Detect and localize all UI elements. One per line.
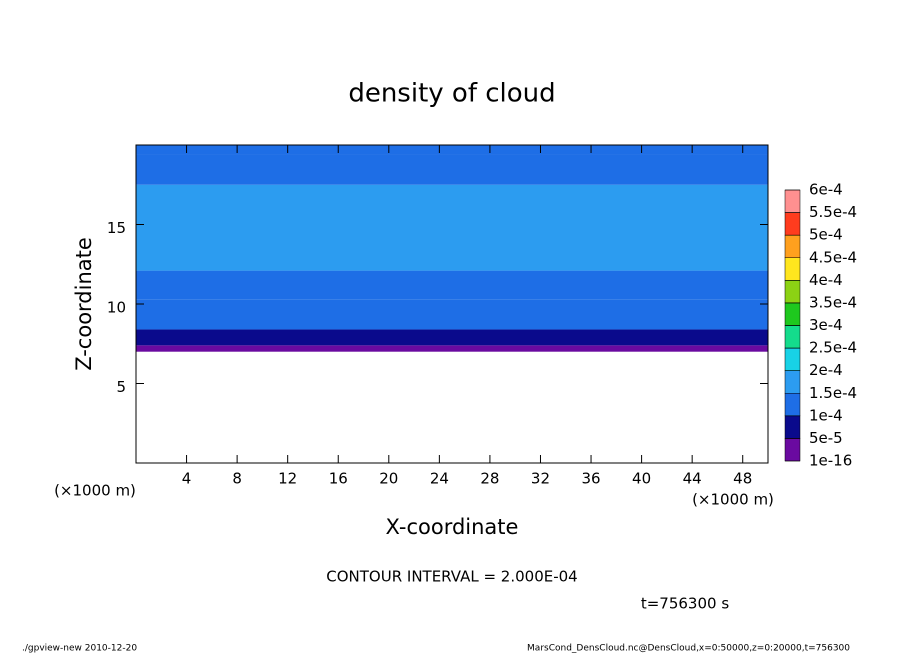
contour-interval: CONTOUR INTERVAL = 2.000E-04 <box>326 568 577 586</box>
x-tick-label: 8 <box>232 470 242 488</box>
colorbar-box <box>784 370 801 394</box>
colorbar-box <box>784 257 801 281</box>
contour-band <box>136 184 768 271</box>
colorbar-label: 5.5e-4 <box>809 203 857 221</box>
x-tick-label: 24 <box>430 470 449 488</box>
colorbar-box <box>784 393 801 417</box>
colorbar-box <box>784 438 801 462</box>
colorbar-box <box>784 415 801 439</box>
colorbar-box <box>784 189 801 213</box>
x-tick-label: 4 <box>182 470 192 488</box>
colorbar-label: 4e-4 <box>809 271 843 289</box>
colorbar-label: 1e-16 <box>809 452 852 470</box>
contour-band <box>136 345 768 352</box>
x-axis-label: X-coordinate <box>386 515 519 539</box>
x-tick-label: 48 <box>733 470 752 488</box>
colorbar-box <box>784 325 801 349</box>
y-axis-label: Z-coordinate <box>72 237 96 371</box>
x-tick-label: 32 <box>531 470 550 488</box>
x-tick-label: 40 <box>632 470 651 488</box>
colorbar-label: 5e-5 <box>809 429 843 447</box>
colorbar-box <box>784 280 801 304</box>
y-tick-label: 5 <box>116 378 126 396</box>
colorbar-label: 5e-4 <box>809 226 843 244</box>
contour-band <box>136 154 768 185</box>
colorbar-label: 4.5e-4 <box>809 248 857 266</box>
colorbar-box <box>784 302 801 326</box>
x-tick-label: 36 <box>581 470 600 488</box>
footer-right: MarsCond_DensCloud.nc@DensCloud,x=0:5000… <box>527 644 850 654</box>
time-label: t=756300 s <box>641 595 729 613</box>
colorbar-label: 3.5e-4 <box>809 293 857 311</box>
contour-band <box>136 329 768 346</box>
footer-left: ./gpview-new 2010-12-20 <box>22 644 137 654</box>
x-tick-label: 44 <box>683 470 702 488</box>
colorbar-box <box>784 212 801 236</box>
colorbar-label: 3e-4 <box>809 316 843 334</box>
contour-band <box>136 270 768 300</box>
x-tick-label: 12 <box>278 470 297 488</box>
colorbar-label: 1.5e-4 <box>809 384 857 402</box>
y-tick-label: 10 <box>107 299 126 317</box>
x-tick-label: 16 <box>329 470 348 488</box>
x-unit: (×1000 m) <box>692 491 774 509</box>
x-tick-label: 20 <box>379 470 398 488</box>
colorbar-label: 1e-4 <box>809 406 843 424</box>
y-unit: (×1000 m) <box>54 482 136 500</box>
contour-band <box>136 299 768 330</box>
colorbar-box <box>784 347 801 371</box>
x-tick-label: 28 <box>480 470 499 488</box>
chart-title: density of cloud <box>348 79 555 109</box>
contour-band <box>136 145 768 155</box>
colorbar-box <box>784 234 801 259</box>
colorbar-label: 2.5e-4 <box>809 339 857 357</box>
colorbar-label: 6e-4 <box>809 181 843 199</box>
y-tick-label: 15 <box>107 219 126 237</box>
colorbar-label: 2e-4 <box>809 361 843 379</box>
